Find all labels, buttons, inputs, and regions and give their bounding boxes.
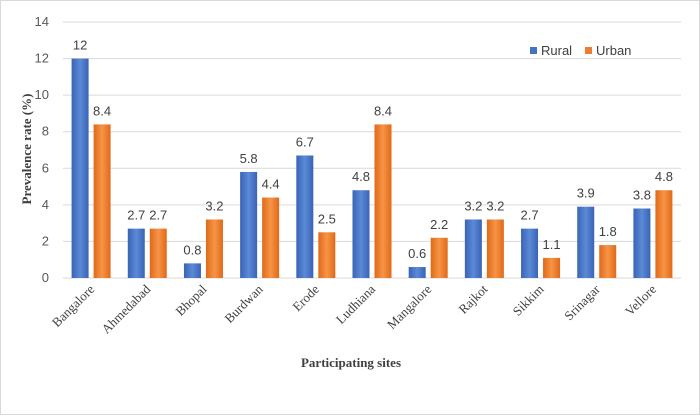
y-tick-label: 4	[42, 197, 49, 212]
data-label-urban-rajkot: 3.2	[486, 198, 504, 213]
data-label-urban-bhopal: 3.2	[205, 198, 223, 213]
bar-urban-rajkot	[486, 219, 504, 278]
bar-urban-ludhiana	[374, 124, 392, 279]
x-tick-label: Rajkot	[455, 281, 490, 316]
legend-label-urban: Urban	[596, 43, 631, 58]
x-axis-ticks: Bangalore Ahmedabad Bhopal Burdwan Erode Ludh…	[49, 281, 659, 336]
legend-swatch-rural	[530, 47, 537, 54]
data-label-rural-burdwan: 5.8	[240, 151, 258, 166]
bar-rural-ahmedabad	[127, 228, 145, 278]
bar-rural-burdwan	[240, 171, 258, 278]
bar-urban-ahmedabad	[149, 228, 167, 278]
data-label-rural-bhopal: 0.8	[183, 242, 201, 257]
x-tick-label: Bhopal	[172, 281, 209, 318]
data-label-rural-rajkot: 3.2	[464, 198, 482, 213]
bar-urban-mangalore	[430, 237, 448, 278]
bar-urban-bangalore	[93, 124, 111, 279]
data-label-urban-ahmedabad: 2.7	[149, 208, 167, 223]
bars	[71, 58, 673, 279]
y-axis-title: Prevalence rate (%)	[19, 94, 34, 205]
bar-urban-burdwan	[262, 197, 280, 278]
data-label-rural-ahmedabad: 2.7	[127, 208, 145, 223]
x-tick-label: Sikkim	[509, 282, 546, 319]
bar-urban-erode	[318, 232, 336, 278]
data-label-urban-erode: 2.5	[318, 211, 336, 226]
x-tick-label: Burdwan	[221, 281, 266, 326]
legend-swatch-urban	[585, 47, 592, 54]
data-label-urban-sikkim: 1.1	[543, 237, 561, 252]
data-label-urban-burdwan: 4.4	[262, 177, 280, 192]
bar-urban-sikkim	[543, 257, 561, 278]
y-tick-label: 14	[35, 14, 49, 29]
y-tick-label: 2	[42, 233, 49, 248]
bar-rural-bangalore	[71, 58, 89, 279]
y-axis-ticks: 0 2 4 6 8 10 12 14	[35, 14, 49, 285]
bar-rural-ludhiana	[352, 190, 370, 278]
x-tick-label: Erode	[289, 281, 322, 314]
data-label-urban-ludhiana: 8.4	[374, 103, 392, 118]
bar-rural-mangalore	[408, 267, 426, 278]
bar-rural-erode	[296, 155, 314, 278]
data-label-rural-sikkim: 2.7	[521, 208, 539, 223]
y-tick-label: 0	[42, 270, 49, 285]
data-label-urban-srinagar: 1.8	[599, 224, 617, 239]
y-tick-label: 12	[35, 51, 49, 66]
data-label-rural-mangalore: 0.6	[408, 246, 426, 261]
data-label-rural-vellore: 3.8	[633, 188, 651, 203]
x-tick-label: Srinagar	[561, 281, 603, 323]
x-tick-label: Mangalore	[384, 281, 435, 332]
x-tick-label: Bangalore	[49, 281, 98, 330]
bar-urban-bhopal	[205, 219, 223, 278]
data-label-rural-bangalore: 12	[73, 38, 87, 53]
bar-rural-bhopal	[183, 263, 201, 278]
x-axis-title: Participating sites	[301, 355, 401, 370]
y-tick-label: 8	[42, 124, 49, 139]
x-tick-label: Vellore	[622, 281, 659, 318]
bar-rural-srinagar	[577, 206, 595, 278]
data-label-rural-srinagar: 3.9	[577, 186, 595, 201]
data-label-rural-ludhiana: 4.8	[352, 169, 370, 184]
bar-urban-vellore	[655, 190, 673, 278]
data-label-urban-bangalore: 8.4	[93, 103, 111, 118]
data-label-urban-vellore: 4.8	[655, 169, 673, 184]
bar-urban-srinagar	[599, 245, 617, 278]
x-tick-label: Ahmedabad	[98, 281, 153, 336]
bar-rural-vellore	[633, 208, 651, 278]
data-labels: 12 8.4 2.7 2.7 0.8 3.2 5.8 4.4 6.7 2.5 4.8 8.4 0.6 2.…	[73, 38, 673, 261]
bar-rural-sikkim	[521, 228, 539, 278]
legend: Rural Urban	[530, 43, 631, 58]
y-tick-label: 10	[35, 87, 49, 102]
y-tick-label: 6	[42, 160, 49, 175]
data-label-rural-erode: 6.7	[296, 134, 314, 149]
bar-rural-rajkot	[464, 219, 482, 278]
x-tick-label: Ludhiana	[333, 281, 378, 326]
data-label-urban-mangalore: 2.2	[430, 217, 448, 232]
legend-label-rural: Rural	[541, 43, 572, 58]
